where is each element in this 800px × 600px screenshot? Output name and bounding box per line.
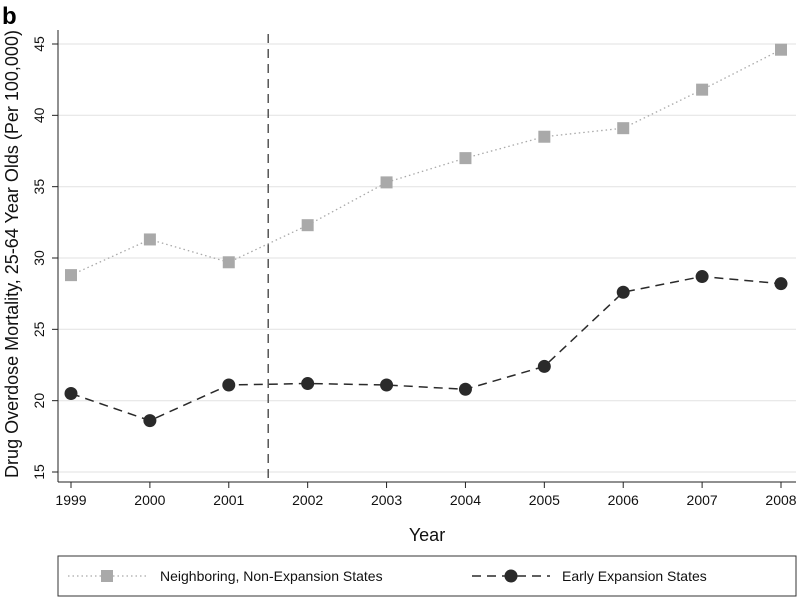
series-0-point [143, 233, 156, 246]
y-tick-label: 30 [31, 250, 47, 266]
series-lines [70, 49, 782, 422]
series-1-point [380, 378, 394, 392]
panel-label: b [2, 3, 17, 30]
legend-marker-neighboring [101, 570, 113, 582]
series-1-point [537, 359, 551, 373]
series-1-point [695, 270, 709, 284]
series-1-point [301, 377, 315, 391]
series-points [64, 43, 788, 428]
series-0-point [301, 219, 314, 232]
x-axis-title: Year [409, 525, 445, 545]
x-tick-label: 1999 [55, 492, 86, 508]
x-tick-label: 2002 [292, 492, 323, 508]
series-0-point [459, 152, 472, 165]
series-1-point [458, 382, 472, 396]
x-tick-label: 2006 [608, 492, 639, 508]
legend-box [57, 555, 797, 597]
series-1-point [222, 378, 236, 392]
legend-label-neighboring: Neighboring, Non-Expansion States [160, 568, 383, 584]
series-0-point [380, 176, 393, 189]
y-axis-title: Drug Overdose Mortality, 25-64 Year Olds… [2, 30, 22, 478]
y-tick-label: 40 [31, 107, 47, 123]
y-tick-label: 45 [31, 36, 47, 52]
series-0-point [617, 122, 630, 135]
x-tick-label: 2001 [213, 492, 244, 508]
legend: Neighboring, Non-Expansion States Early … [57, 555, 797, 597]
series-1-point [774, 277, 788, 291]
series-0-point [538, 130, 551, 143]
series-1-point [616, 285, 630, 299]
series-1-point [143, 414, 157, 428]
plot-area [58, 30, 796, 482]
x-tick-label: 2003 [371, 492, 402, 508]
series-0-point [222, 256, 235, 269]
y-axis-ticks: 15 20 25 30 35 40 45 [31, 36, 58, 480]
x-tick-label: 2007 [687, 492, 718, 508]
y-tick-label: 25 [31, 321, 47, 337]
series-line-1 [70, 275, 782, 422]
legend-marker-early [504, 569, 518, 583]
x-tick-label: 2004 [450, 492, 481, 508]
series-0-point [65, 269, 77, 282]
x-tick-label: 2000 [134, 492, 165, 508]
x-tick-label: 2008 [765, 492, 796, 508]
series-0-point [696, 83, 709, 96]
x-tick-label: 2005 [529, 492, 560, 508]
y-tick-label: 15 [31, 464, 47, 480]
series-0-point [775, 43, 787, 56]
legend-label-early: Early Expansion States [562, 568, 707, 584]
gridlines [58, 43, 796, 473]
series-1-point [64, 387, 78, 401]
y-tick-label: 20 [31, 393, 47, 409]
x-axis-ticks: 1999 2000 2001 2002 2003 2004 2005 2006 2007 2008 [55, 482, 797, 508]
y-tick-label: 35 [31, 179, 47, 195]
